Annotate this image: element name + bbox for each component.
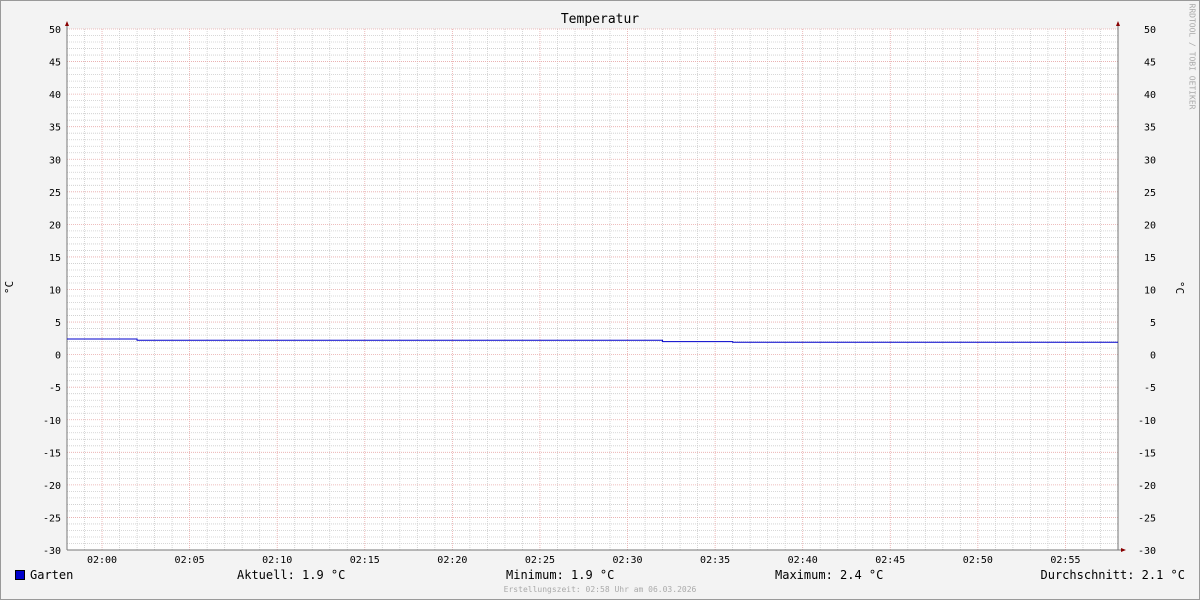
y-tick-label: -10 (43, 416, 61, 427)
y-tick-label: -15 (43, 448, 61, 459)
legend-aktuell: Aktuell: 1.9 °C (237, 568, 346, 582)
y-tick-label: 50 (49, 25, 61, 36)
y-tick-label: 15 (49, 253, 61, 264)
y-tick-label-right: 15 (1144, 253, 1156, 264)
y-tick-label: -25 (43, 513, 61, 524)
y-tick-label-right: 10 (1144, 286, 1156, 297)
series-line-garten (67, 338, 1118, 343)
legend-swatch (15, 570, 25, 580)
footer-timestamp: Erstellungszeit: 02:58 Uhr am 06.03.2026 (503, 585, 697, 594)
y-tick-label: -20 (43, 481, 61, 492)
legend-minimum: Minimum: 1.9 °C (506, 568, 615, 582)
y-tick-label-right: 35 (1144, 123, 1156, 134)
y-axis-label-right: °C (1173, 280, 1187, 295)
legend-series: Garten (30, 568, 74, 582)
x-tick-label: 02:35 (700, 555, 730, 566)
x-tick-label: 02:20 (437, 555, 467, 566)
y-tick-label-right: -5 (1144, 383, 1156, 394)
x-tick-label: 02:30 (612, 555, 642, 566)
y-tick-label: 20 (49, 220, 61, 231)
x-tick-label: 02:50 (963, 555, 993, 566)
y-tick-label-right: 50 (1144, 25, 1156, 36)
y-axis-arrow (65, 21, 69, 26)
y-tick-label-right: 5 (1150, 318, 1156, 329)
y-tick-label: -30 (43, 546, 61, 557)
y-tick-label: 30 (49, 155, 61, 166)
y-tick-label: 35 (49, 123, 61, 134)
y-tick-label-right: -15 (1138, 448, 1156, 459)
x-tick-label: 02:15 (350, 555, 380, 566)
x-tick-label: 02:00 (87, 555, 117, 566)
legend-durchschnitt: Durchschnitt: 2.1 °C (1040, 568, 1186, 582)
y-tick-label-right: -10 (1138, 416, 1156, 427)
y-axis-right-arrow (1116, 21, 1120, 26)
y-tick-label-right: 25 (1144, 188, 1156, 199)
y-tick-label: 25 (49, 188, 61, 199)
x-tick-label: 02:45 (875, 555, 905, 566)
y-tick-label-right: -25 (1138, 513, 1156, 524)
legend-maximum: Maximum: 2.4 °C (775, 568, 884, 582)
x-axis-arrow (1121, 548, 1126, 552)
y-tick-label: 5 (55, 318, 61, 329)
chart-title: Temperatur (560, 12, 640, 27)
y-tick-label: 40 (49, 90, 61, 101)
x-tick-label: 02:10 (262, 555, 292, 566)
y-tick-label-right: 0 (1150, 351, 1156, 362)
x-tick-label: 02:40 (788, 555, 818, 566)
y-tick-label-right: 20 (1144, 220, 1156, 231)
y-tick-label: 45 (49, 58, 61, 69)
y-tick-label-right: 30 (1144, 155, 1156, 166)
y-tick-label: -5 (49, 383, 61, 394)
x-tick-label: 02:05 (175, 555, 205, 566)
y-axis-label: °C (3, 280, 17, 295)
y-tick-label: 0 (55, 351, 61, 362)
y-tick-label-right: -20 (1138, 481, 1156, 492)
watermark: RRDTOOL / TOBI OETIKER (1187, 3, 1197, 110)
x-tick-label: 02:55 (1050, 555, 1080, 566)
y-tick-label: 10 (49, 286, 61, 297)
x-tick-label: 02:25 (525, 555, 555, 566)
y-tick-label-right: 45 (1144, 58, 1156, 69)
y-tick-label-right: -30 (1138, 546, 1156, 557)
y-tick-label-right: 40 (1144, 90, 1156, 101)
